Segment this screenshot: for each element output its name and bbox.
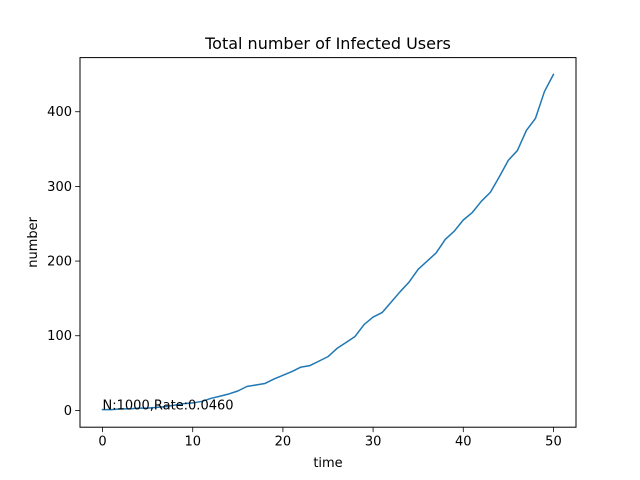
x-tick-label: 20 xyxy=(275,435,292,450)
x-axis-label: time xyxy=(313,456,342,471)
x-tick-label: 30 xyxy=(365,435,382,450)
plot-area xyxy=(80,57,576,428)
chart-annotation: N:1000,Rate:0.0460 xyxy=(103,398,234,413)
plot-frame xyxy=(79,57,577,428)
y-axis-label: number xyxy=(26,216,41,267)
y-axis: 0 100 200 300 400 xyxy=(47,105,80,419)
x-tick-label: 50 xyxy=(545,435,562,450)
y-tick-label: 200 xyxy=(47,255,72,270)
x-tick-label: 40 xyxy=(455,435,472,450)
y-tick-label: 100 xyxy=(47,329,72,344)
series-line xyxy=(101,73,555,411)
y-tick-label: 0 xyxy=(64,404,72,419)
x-axis: 0 10 20 30 40 50 xyxy=(98,427,562,450)
x-tick-label: 0 xyxy=(98,435,106,450)
y-tick-label: 300 xyxy=(47,180,72,195)
series-layer xyxy=(101,73,555,411)
y-tick-label: 400 xyxy=(47,105,72,120)
x-tick-label: 10 xyxy=(184,435,201,450)
chart-title: Total number of Infected Users xyxy=(204,34,451,53)
